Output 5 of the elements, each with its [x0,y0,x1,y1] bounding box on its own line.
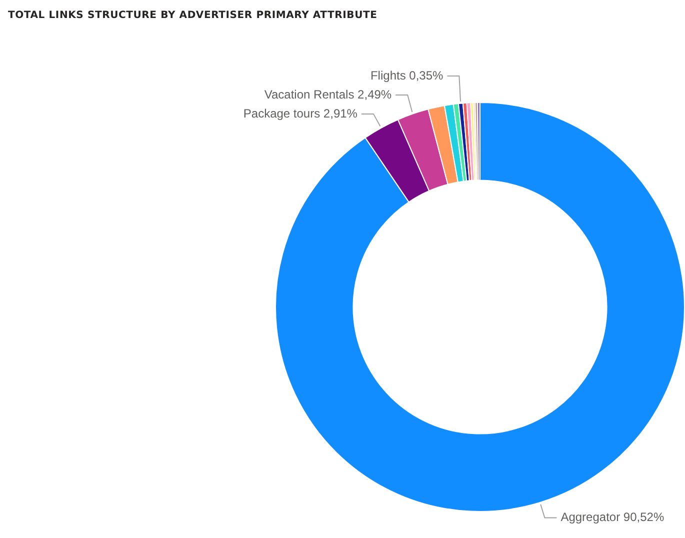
slice-label: Aggregator 90,52% [560,510,664,524]
slice-label: Vacation Rentals 2,49% [264,87,392,102]
slice-label: Flights 0,35% [370,68,444,82]
chart-title: TOTAL LINKS STRUCTURE BY ADVERTISER PRIMARY ATTRIBUTE [8,10,378,21]
slice-label: Package tours 2,91% [243,106,358,120]
